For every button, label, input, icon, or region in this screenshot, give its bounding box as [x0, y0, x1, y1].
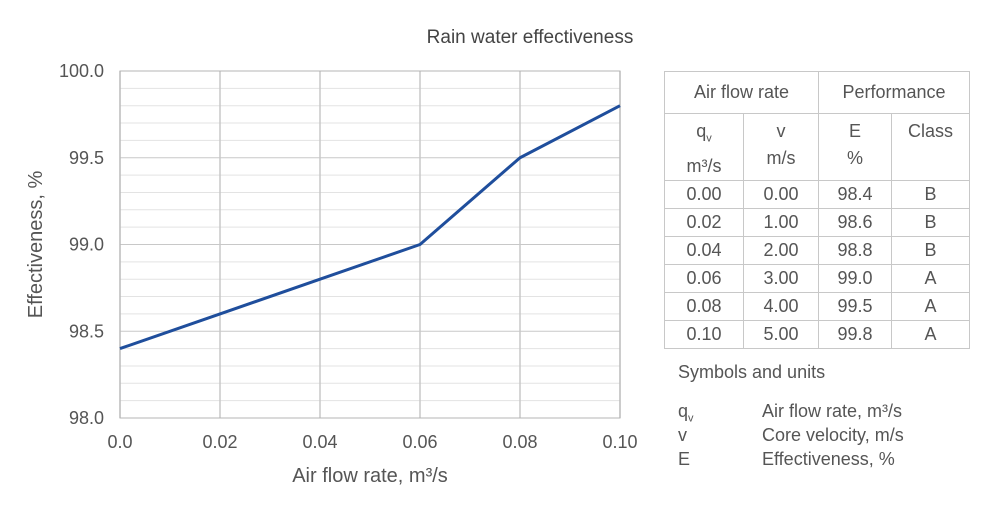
performance-table: Air flow rate Performance qv m³/s v m/s … [664, 71, 970, 349]
legend-symbol-letter: q [678, 401, 689, 421]
x-axis-label: Air flow rate, m³/s [292, 465, 448, 487]
col-header-e-unit: % [846, 148, 863, 168]
x-tick-label: 0.04 [302, 432, 337, 452]
table-cell: 0.02 [664, 207, 744, 237]
legend-description: Air flow rate, m³/s [762, 401, 903, 421]
y-axis-ticks: 98.0 98.5 99.0 99.5 100.0 [59, 61, 104, 428]
legend-row: v Core velocity, m/s [678, 423, 904, 447]
col-header-qv-symbol: q [696, 121, 707, 141]
col-header-v-unit: m/s [766, 148, 796, 168]
table-cell: 98.8 [818, 235, 892, 265]
table-cell: A [891, 291, 970, 321]
y-tick-label: 99.5 [69, 148, 104, 168]
table-cell: 98.6 [818, 207, 892, 237]
col-header-class-label: Class [907, 121, 953, 141]
table-cell: 4.00 [743, 291, 819, 321]
minor-gridlines [120, 87, 620, 402]
legend-symbol: qv [678, 399, 762, 425]
x-tick-label: 0.10 [602, 432, 637, 452]
table-row: 0.10 5.00 99.8 A [664, 319, 970, 349]
y-tick-label: 99.0 [69, 235, 104, 255]
legend-title: Symbols and units [678, 362, 826, 382]
plot-frame [119, 70, 621, 419]
table-cell: 1.00 [743, 207, 819, 237]
table-cell: 99.5 [818, 291, 892, 321]
group-header-air-flow: Air flow rate [664, 71, 819, 114]
table-cell: 0.08 [664, 291, 744, 321]
y-tick-label: 100.0 [59, 61, 104, 81]
legend-row: qv Air flow rate, m³/s [678, 399, 904, 425]
x-tick-label: 0.02 [202, 432, 237, 452]
legend-description: Effectiveness, % [762, 449, 895, 469]
chart-title: Rain water effectiveness [426, 27, 634, 48]
table-row: 0.04 2.00 98.8 B [664, 235, 970, 265]
table-cell: 2.00 [743, 235, 819, 265]
legend-row: E Effectiveness, % [678, 447, 904, 471]
x-tick-label: 0.06 [402, 432, 437, 452]
table-row: 0.02 1.00 98.6 B [664, 207, 970, 237]
col-header-v-symbol: v [776, 121, 786, 141]
x-tick-label: 0.0 [107, 432, 132, 452]
legend-symbol: v [678, 425, 687, 445]
legend-symbol: E [678, 449, 691, 469]
table-cell: 0.00 [743, 179, 819, 209]
x-axis-ticks: 0.0 0.02 0.04 0.06 0.08 0.10 [107, 432, 637, 452]
table-cell: B [891, 179, 970, 209]
col-header-qv-unit: m³/s [686, 155, 722, 176]
col-header-v: v m/s [743, 113, 819, 181]
group-header-performance: Performance [818, 71, 970, 114]
table-cell: 5.00 [743, 319, 819, 349]
table-cell: 99.0 [818, 263, 892, 293]
col-header-e: E % [818, 113, 892, 181]
table-cell: 3.00 [743, 263, 819, 293]
legend-symbol-sub: v [688, 412, 694, 425]
col-header-qv-sub: v [706, 132, 712, 145]
y-axis-label: Effectiveness, % [25, 171, 47, 319]
table-row: 0.08 4.00 99.5 A [664, 291, 970, 321]
table-cell: 0.06 [664, 263, 744, 293]
col-header-qv: qv m³/s [664, 113, 744, 181]
table-cell: 98.4 [818, 179, 892, 209]
y-tick-label: 98.5 [69, 321, 104, 341]
table-cell: A [891, 319, 970, 349]
col-header-e-symbol: E [848, 121, 861, 141]
table-cell: A [891, 263, 970, 293]
table-cell: 99.8 [818, 319, 892, 349]
y-tick-label: 98.0 [69, 408, 104, 428]
series-group [119, 104, 621, 351]
x-tick-label: 0.08 [502, 432, 537, 452]
table-row: 0.00 0.00 98.4 B [664, 179, 970, 209]
series-line [119, 104, 621, 351]
table-row: 0.06 3.00 99.0 A [664, 263, 970, 293]
legend-description: Core velocity, m/s [762, 425, 904, 445]
table-cell: 0.00 [664, 179, 744, 209]
col-header-class: Class [891, 113, 970, 181]
table-cell: 0.10 [664, 319, 744, 349]
table-cell: B [891, 207, 970, 237]
symbols-legend: Symbols and units qv Air flow rate, m³/s… [678, 362, 904, 471]
table-cell: B [891, 235, 970, 265]
table-cell: 0.04 [664, 235, 744, 265]
